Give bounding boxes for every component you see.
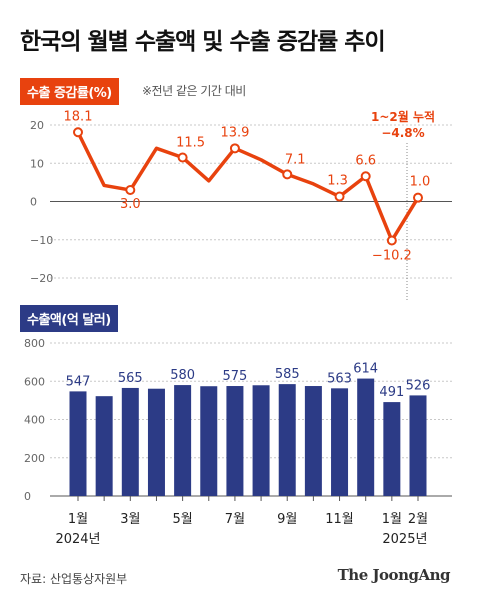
export-bar: [95, 396, 113, 496]
export-bar: [69, 391, 87, 496]
export-bar: [226, 386, 244, 496]
growth-point: [125, 185, 136, 196]
x-tick-label: 3월: [120, 512, 140, 527]
growth-data-label: 11.5: [176, 136, 205, 151]
growth-point: [413, 192, 423, 203]
growth-y-tick-label: 10: [30, 157, 44, 170]
growth-data-label: 18.1: [64, 109, 93, 124]
export-value-label: 수출액(억 달러): [20, 305, 118, 332]
year-label-2025: 2025년: [382, 532, 427, 547]
export-bar: [147, 388, 165, 496]
bar-data-label: 565: [118, 371, 143, 386]
growth-data-label: −10.2: [372, 249, 412, 264]
growth-data-label: 1.3: [327, 174, 348, 189]
export-bar: [278, 384, 296, 496]
growth-point: [360, 171, 371, 182]
growth-data-label: 1.0: [410, 175, 431, 190]
growth-point: [177, 152, 188, 163]
growth-rate-label: 수출 증감률(%): [20, 78, 119, 105]
export-bar: [200, 386, 218, 496]
bar-data-label: 547: [66, 374, 91, 389]
bar-y-tick-label: 800: [24, 337, 45, 350]
bar-data-label: 585: [275, 367, 300, 382]
bar-data-label: 563: [327, 371, 352, 386]
growth-rate-note: ※전년 같은 기간 대비: [142, 84, 246, 98]
growth-point: [334, 191, 345, 202]
bar-y-tick-label: 400: [24, 414, 45, 427]
growth-y-tick-label: 20: [30, 119, 44, 132]
bar-data-label: 580: [170, 368, 195, 383]
year-label-2024: 2024년: [55, 532, 100, 547]
growth-data-label: 13.9: [220, 125, 249, 140]
export-bar: [121, 387, 139, 496]
bar-data-label: 526: [406, 378, 431, 393]
source-note: 자료: 산업통상자원부: [20, 572, 128, 586]
export-bar: [252, 385, 270, 496]
chart-title: 한국의 월별 수출액 및 수출 증감률 추이: [20, 29, 386, 55]
growth-y-tick-label: −20: [30, 272, 53, 285]
growth-data-label: 7.1: [285, 152, 306, 167]
x-tick-label: 5월: [172, 512, 192, 527]
export-bar: [304, 386, 322, 496]
export-bar: [174, 385, 192, 496]
growth-point: [73, 127, 83, 138]
export-bar: [383, 402, 401, 496]
growth-y-tick-label: 0: [30, 196, 37, 209]
growth-point: [282, 169, 293, 180]
growth-data-label: 3.0: [120, 197, 141, 212]
bar-y-tick-label: 0: [24, 490, 31, 503]
growth-data-label: 6.6: [355, 153, 376, 168]
x-tick-label: 9월: [277, 512, 297, 527]
x-tick-label: 7월: [225, 512, 245, 527]
growth-point: [229, 143, 240, 154]
bar-y-tick-label: 200: [24, 452, 45, 465]
annotation-line2: −4.8%: [381, 126, 424, 140]
x-tick-label: 11월: [325, 512, 354, 527]
brand-logo: The JoongAng: [337, 566, 451, 584]
x-tick-label: 1월: [68, 512, 88, 527]
x-tick-label: 1월: [382, 512, 402, 527]
bar-y-tick-label: 600: [24, 375, 45, 388]
annotation-line1: 1~2월 누적: [371, 109, 435, 124]
growth-y-tick-label: −10: [30, 234, 53, 247]
export-bar: [357, 378, 375, 496]
bar-data-label: 575: [223, 369, 248, 384]
bar-data-label: 491: [379, 385, 404, 400]
export-bar: [409, 395, 427, 496]
growth-series-line: [76, 131, 420, 243]
x-tick-label: 2월: [408, 512, 428, 527]
bar-data-label: 614: [353, 362, 378, 377]
export-bar: [331, 388, 349, 496]
growth-point: [386, 235, 397, 246]
